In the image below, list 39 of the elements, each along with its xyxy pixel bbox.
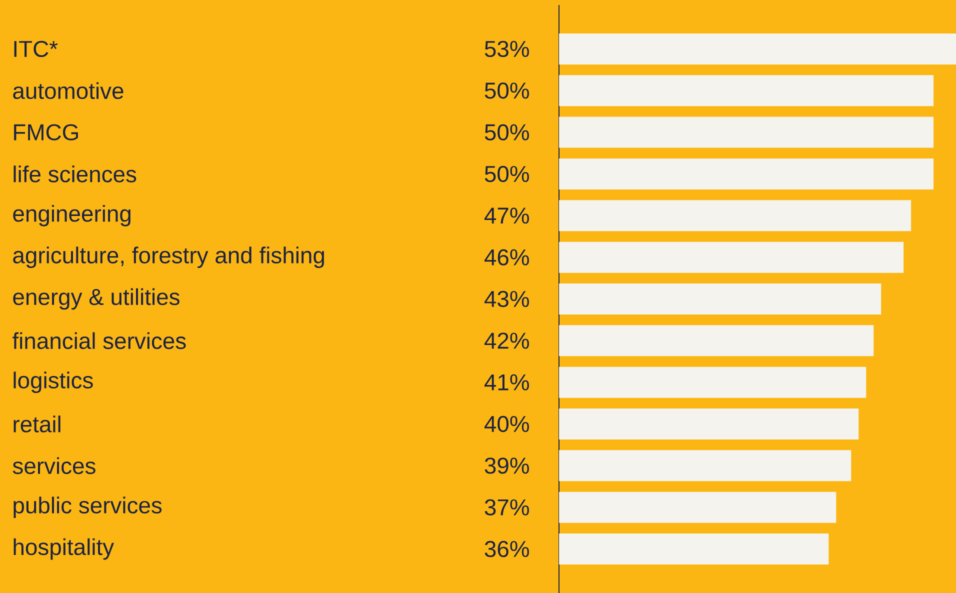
bar [559,325,874,356]
data-label: 50% [484,166,529,182]
data-label: 36% [484,540,529,558]
bar [559,33,956,64]
bar [559,116,934,148]
data-label: 50% [484,124,529,140]
y-tick-label: retail [14,416,60,432]
bar [559,75,934,106]
data-label: 37% [484,499,529,516]
y-tick-label: logistics [14,372,93,394]
y-tick-label: FMCG [14,124,78,140]
bar [559,242,904,273]
bar [559,534,829,565]
bar [559,408,859,440]
bar [559,492,836,523]
y-tick-label: services [12,457,96,474]
data-label: 42% [484,332,529,349]
bar [559,450,852,482]
data-label: 39% [484,458,529,474]
y-tick-label: ITC* [14,40,58,58]
bar [559,283,882,314]
y-tick-label: financial services [12,332,186,350]
y-tick-label: engineering [13,204,130,226]
y-tick-label: public services [14,496,162,518]
data-label: 53% [484,40,529,58]
data-label: 47% [484,208,529,224]
data-label: 50% [484,82,529,99]
y-tick-label: hospitality [14,538,114,560]
bar [559,366,866,398]
data-label: 46% [484,249,529,266]
bar [559,200,912,232]
y-tick-label: agriculture, forestry and fishing [13,246,324,268]
bar [559,158,934,190]
y-tick-label: life sciences [14,166,136,182]
data-label: 43% [484,290,529,308]
data-label: 40% [484,416,529,432]
data-label: 41% [484,374,529,390]
y-tick-label: energy & utilities [13,288,180,310]
y-tick-label: automotive [13,82,124,100]
